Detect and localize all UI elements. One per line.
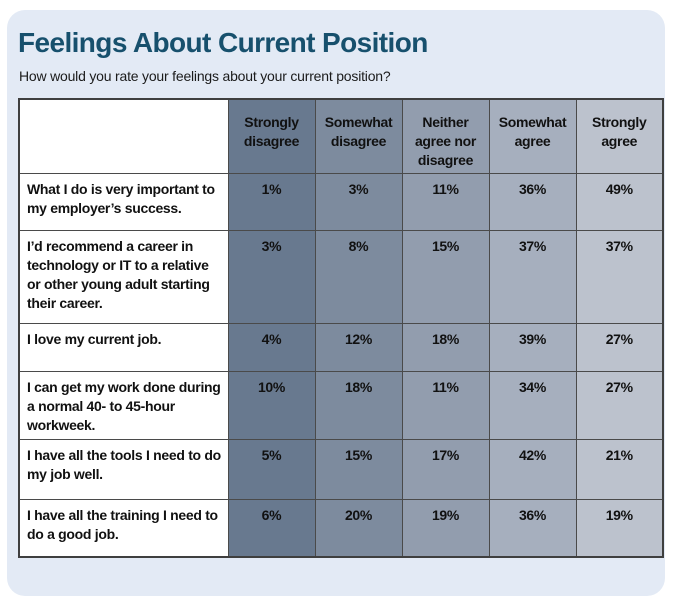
row-statement: I’d recommend a career in technology or … — [18, 230, 229, 325]
value-cell: 1% — [227, 173, 316, 232]
value-cell: 39% — [488, 323, 577, 373]
value-cell: 11% — [401, 173, 490, 232]
table-row: I love my current job. 4% 12% 18% 39% 27… — [18, 323, 664, 373]
value-cell: 37% — [575, 230, 664, 325]
value-cell: 19% — [401, 499, 490, 558]
value-cell: 15% — [314, 439, 403, 501]
value-cell: 20% — [314, 499, 403, 558]
value-cell: 8% — [314, 230, 403, 325]
table-row: I have all the tools I need to do my job… — [18, 439, 664, 501]
corner-cell — [18, 98, 229, 175]
page-title: Feelings About Current Position — [18, 27, 428, 58]
row-statement: What I do is very important to my employ… — [18, 173, 229, 232]
survey-question: How would you rate your feelings about y… — [19, 67, 391, 84]
row-statement: I have all the training I need to do a g… — [18, 499, 229, 558]
value-cell: 36% — [488, 173, 577, 232]
value-cell: 42% — [488, 439, 577, 501]
survey-results-table: Strongly disagree Somewhat disagree Neit… — [18, 97, 664, 558]
row-statement: I have all the tools I need to do my job… — [18, 439, 229, 501]
value-cell: 12% — [314, 323, 403, 373]
value-cell: 4% — [227, 323, 316, 373]
column-header-neither: Neither agree nor disagree — [401, 98, 490, 175]
column-header-somewhat-disagree: Somewhat disagree — [314, 98, 403, 175]
value-cell: 18% — [314, 371, 403, 441]
table-row: I’d recommend a career in technology or … — [18, 230, 664, 325]
table-row: I have all the training I need to do a g… — [18, 499, 664, 558]
value-cell: 17% — [401, 439, 490, 501]
value-cell: 19% — [575, 499, 664, 558]
row-statement: I can get my work done during a normal 4… — [18, 371, 229, 441]
survey-card: Feelings About Current Position How woul… — [7, 10, 665, 596]
table-row: I can get my work done during a normal 4… — [18, 371, 664, 441]
value-cell: 27% — [575, 323, 664, 373]
column-header-somewhat-agree: Somewhat agree — [488, 98, 577, 175]
value-cell: 37% — [488, 230, 577, 325]
value-cell: 36% — [488, 499, 577, 558]
value-cell: 15% — [401, 230, 490, 325]
column-header-strongly-agree: Strongly agree — [575, 98, 664, 175]
value-cell: 18% — [401, 323, 490, 373]
value-cell: 3% — [227, 230, 316, 325]
value-cell: 21% — [575, 439, 664, 501]
table-header-row: Strongly disagree Somewhat disagree Neit… — [18, 98, 664, 175]
value-cell: 5% — [227, 439, 316, 501]
row-statement: I love my current job. — [18, 323, 229, 373]
value-cell: 11% — [401, 371, 490, 441]
value-cell: 10% — [227, 371, 316, 441]
value-cell: 6% — [227, 499, 316, 558]
table-row: What I do is very important to my employ… — [18, 173, 664, 232]
value-cell: 34% — [488, 371, 577, 441]
value-cell: 49% — [575, 173, 664, 232]
value-cell: 3% — [314, 173, 403, 232]
value-cell: 27% — [575, 371, 664, 441]
column-header-strongly-disagree: Strongly disagree — [227, 98, 316, 175]
